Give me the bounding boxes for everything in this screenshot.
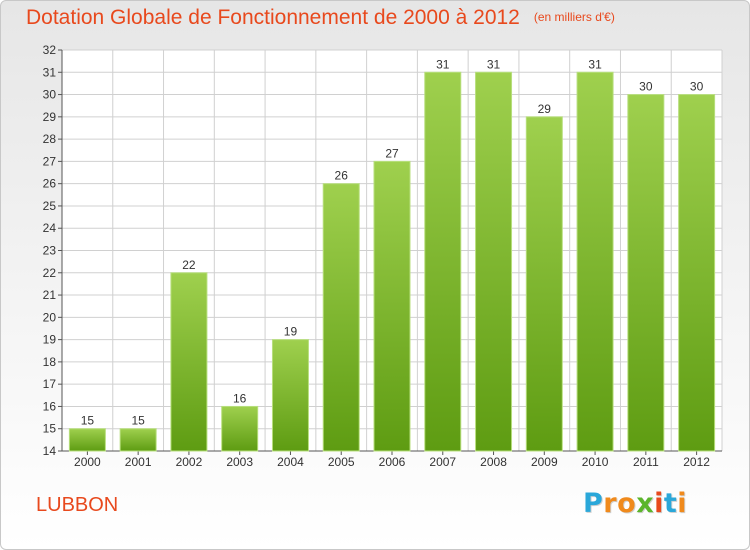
y-tick-label: 19 — [43, 333, 57, 347]
x-tick-label: 2003 — [226, 455, 253, 469]
bar-value-label: 15 — [81, 414, 95, 428]
bars — [68, 71, 716, 452]
y-tick-label: 24 — [43, 221, 57, 235]
bar — [424, 71, 462, 452]
bar-value-label: 31 — [487, 57, 501, 71]
bar — [68, 428, 106, 452]
bar-value-label: 30 — [639, 80, 653, 94]
bar-value-label: 22 — [182, 258, 196, 272]
y-tick-label: 28 — [43, 132, 57, 146]
x-tick-label: 2004 — [277, 455, 304, 469]
logo-letter: x — [636, 488, 655, 519]
y-tick-label: 20 — [43, 310, 57, 324]
y-tick-label: 14 — [43, 444, 57, 458]
x-tick-label: 2007 — [429, 455, 456, 469]
chart-title-text: Dotation Globale de Fonctionnement de 20… — [26, 6, 520, 29]
bar — [525, 116, 563, 452]
y-tick-label: 16 — [43, 399, 57, 413]
x-tick-label: 2001 — [125, 455, 152, 469]
bar-value-label: 26 — [335, 169, 349, 183]
y-tick-label: 23 — [43, 244, 57, 258]
x-tick-label: 2005 — [328, 455, 355, 469]
bar — [271, 339, 309, 452]
bar-value-label: 16 — [233, 391, 247, 405]
y-tick-label: 25 — [43, 199, 57, 213]
bar — [221, 405, 259, 452]
logo-letter: i — [654, 488, 664, 519]
bar — [475, 71, 513, 452]
bar — [322, 183, 360, 452]
chart-title: Dotation Globale de Fonctionnement de 20… — [26, 6, 615, 30]
y-tick-label: 27 — [43, 154, 57, 168]
bar-value-label: 30 — [690, 80, 704, 94]
y-tick-label: 29 — [43, 110, 57, 124]
commune-name: LUBBON — [36, 494, 119, 516]
x-tick-label: 2011 — [633, 455, 659, 469]
bar-value-label: 31 — [588, 57, 602, 71]
logo-letter: i — [677, 488, 688, 519]
y-tick-label: 18 — [43, 355, 57, 369]
x-tick-label: 2006 — [379, 455, 406, 469]
logo-letter: r — [603, 488, 618, 519]
bar — [119, 428, 157, 452]
y-tick-label: 22 — [43, 266, 57, 280]
bar-value-label: 19 — [284, 325, 298, 339]
y-tick-label: 26 — [43, 177, 57, 191]
bar — [170, 272, 208, 452]
bar — [678, 94, 716, 452]
bar — [373, 160, 411, 452]
logo-letter: o — [617, 488, 637, 519]
bar-value-label: 29 — [538, 102, 552, 116]
logo-letter: t — [663, 488, 678, 519]
y-tick-label: 17 — [43, 377, 57, 391]
bar-value-label: 31 — [436, 57, 450, 71]
y-tick-label: 15 — [43, 422, 57, 436]
x-tick-label: 2000 — [74, 455, 101, 469]
x-tick-label: 2002 — [176, 455, 203, 469]
y-tick-label: 21 — [43, 288, 57, 302]
x-tick-label: 2009 — [531, 455, 558, 469]
bar — [576, 71, 614, 452]
bar-value-label: 27 — [385, 146, 399, 160]
x-tick-label: 2012 — [683, 455, 710, 469]
logo-letter: P — [583, 488, 604, 519]
chart-unit: (en milliers d'€) — [533, 10, 615, 24]
y-tick-label: 30 — [43, 88, 57, 102]
y-tick-label: 32 — [43, 43, 57, 57]
bar — [627, 94, 665, 452]
x-tick-label: 2008 — [480, 455, 507, 469]
x-tick-label: 2010 — [582, 455, 609, 469]
y-tick-label: 31 — [43, 65, 57, 79]
labels: 15 2000 15 2001 22 2002 16 2003 19 2004 26 2005 27 20… — [74, 57, 710, 469]
proxiti-logo: Proxiti — [583, 488, 687, 522]
bar-value-label: 15 — [131, 414, 145, 428]
